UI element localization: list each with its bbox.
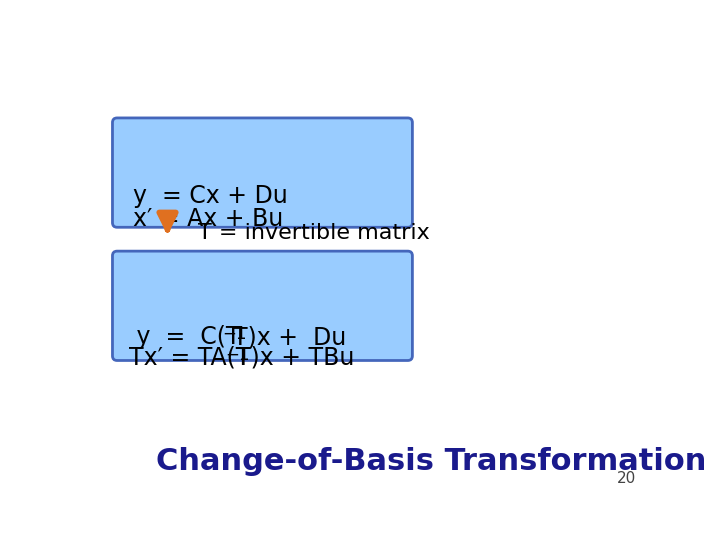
FancyBboxPatch shape [112, 251, 413, 361]
Text: T)x + TBu: T)x + TBu [236, 346, 355, 370]
Text: y  =  C(T: y = C(T [129, 325, 240, 349]
Text: −1: −1 [222, 325, 246, 343]
FancyBboxPatch shape [112, 118, 413, 227]
Text: −1: −1 [225, 346, 249, 364]
Text: x′ = Ax + Bu: x′ = Ax + Bu [132, 207, 283, 231]
Text: T = invertible matrix: T = invertible matrix [199, 222, 431, 242]
Text: T)x +  Du: T)x + Du [233, 325, 346, 349]
Text: Tx′ = TA(T: Tx′ = TA(T [129, 346, 250, 370]
Text: Change-of-Basis Transformation: Change-of-Basis Transformation [156, 448, 706, 476]
Text: y  = Cx + Du: y = Cx + Du [132, 184, 287, 208]
Text: 20: 20 [617, 470, 636, 485]
